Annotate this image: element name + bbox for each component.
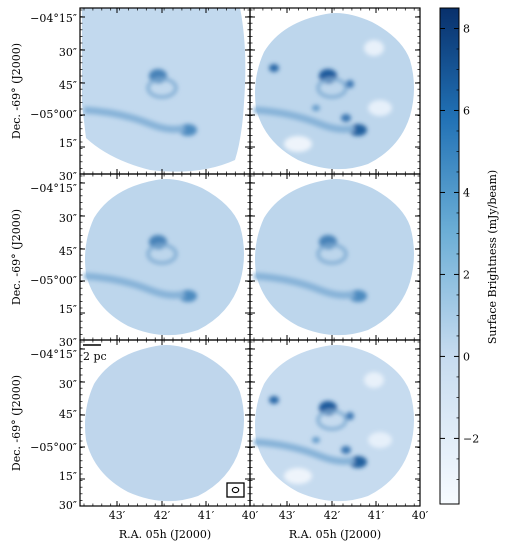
dec-tick-label: 30″ xyxy=(59,499,77,512)
colorbar-tick-label: −2 xyxy=(463,432,479,445)
colorbar-tick-label: 2 xyxy=(463,268,470,281)
ra-tick-label: 40′ xyxy=(242,509,259,522)
ra-tick-label: 40′ xyxy=(412,509,429,522)
xlabel-right: R.A. 05h (J2000) xyxy=(289,528,381,541)
panel-frame xyxy=(249,339,421,507)
colorbar xyxy=(439,7,460,505)
ylabel-bottom: Dec. -69° (J2000) xyxy=(10,375,23,471)
map-footprint xyxy=(255,345,414,502)
dec-tick-label: 15″ xyxy=(59,470,77,483)
panel-frames xyxy=(79,7,421,507)
emission xyxy=(83,69,197,136)
ra-tick-label: 42′ xyxy=(154,509,171,522)
colorbar-ticks: 8 6 4 2 0 −2 xyxy=(440,22,479,480)
dec-tick-label: −04°15″ xyxy=(30,348,77,361)
emission xyxy=(253,372,392,484)
dec-tick-label: 30″ xyxy=(59,336,77,349)
dec-tick-label: 45″ xyxy=(59,79,77,92)
map-footprint xyxy=(255,13,414,170)
map-footprint xyxy=(82,8,246,172)
beam-ellipse xyxy=(231,486,240,494)
colorbar-tick-label: 0 xyxy=(463,350,470,363)
dec-tick-labels: −04°15″ 30″ 45″ −05°00″ 15″ 30″ −04°15″ … xyxy=(30,12,77,512)
dec-tick-label: 15″ xyxy=(59,303,77,316)
panel-bottom-left xyxy=(85,345,244,502)
dec-tick-label: −05°00″ xyxy=(30,441,77,454)
emission xyxy=(253,235,367,302)
panel-bottom-right xyxy=(253,345,414,502)
map-footprint xyxy=(255,179,414,336)
map-footprint xyxy=(85,345,244,502)
dec-tick-label: −04°15″ xyxy=(30,12,77,25)
panel-top-right xyxy=(253,13,414,170)
colorbar-tick-label: 4 xyxy=(463,186,470,199)
dec-tick-label: 15″ xyxy=(59,137,77,150)
xlabel-left: R.A. 05h (J2000) xyxy=(119,528,211,541)
ra-tick-label: 42′ xyxy=(324,509,341,522)
panel-top-left xyxy=(82,8,246,172)
dec-tick-label: 45″ xyxy=(59,245,77,258)
emission xyxy=(83,235,197,302)
colorbar-tick-label: 8 xyxy=(463,22,470,35)
dec-tick-label: −04°15″ xyxy=(30,182,77,195)
dec-tick-label: 30″ xyxy=(59,212,77,225)
ra-tick-label: 43′ xyxy=(109,509,126,522)
ylabel-top: Dec. -69° (J2000) xyxy=(10,43,23,139)
beam-box xyxy=(226,482,245,498)
panel-middle-right xyxy=(253,179,414,336)
colorbar-label: Surface Brightness (mJy/beam) xyxy=(486,170,499,344)
dec-tick-label: 30″ xyxy=(59,170,77,183)
colorbar-tick-label: 6 xyxy=(463,104,470,117)
dec-tick-label: 30″ xyxy=(59,46,77,59)
ra-tick-label: 41′ xyxy=(368,509,385,522)
scale-bar-label: 2 pc xyxy=(83,350,107,363)
dec-tick-label: 30″ xyxy=(59,378,77,391)
panel-images xyxy=(82,8,414,502)
ylabel-middle: Dec. -69° (J2000) xyxy=(10,209,23,305)
ra-tick-labels: 43′ 42′ 41′ 40′ 43′ 42′ 41′ 40′ xyxy=(109,509,429,522)
ra-tick-label: 41′ xyxy=(198,509,215,522)
ra-tick-label: 43′ xyxy=(279,509,296,522)
map-footprint xyxy=(85,179,244,336)
dec-tick-label: −05°00″ xyxy=(30,108,77,121)
dec-tick-label: −05°00″ xyxy=(30,274,77,287)
dec-tick-label: 45″ xyxy=(59,408,77,421)
emission xyxy=(253,40,392,152)
panel-middle-left xyxy=(83,179,244,336)
